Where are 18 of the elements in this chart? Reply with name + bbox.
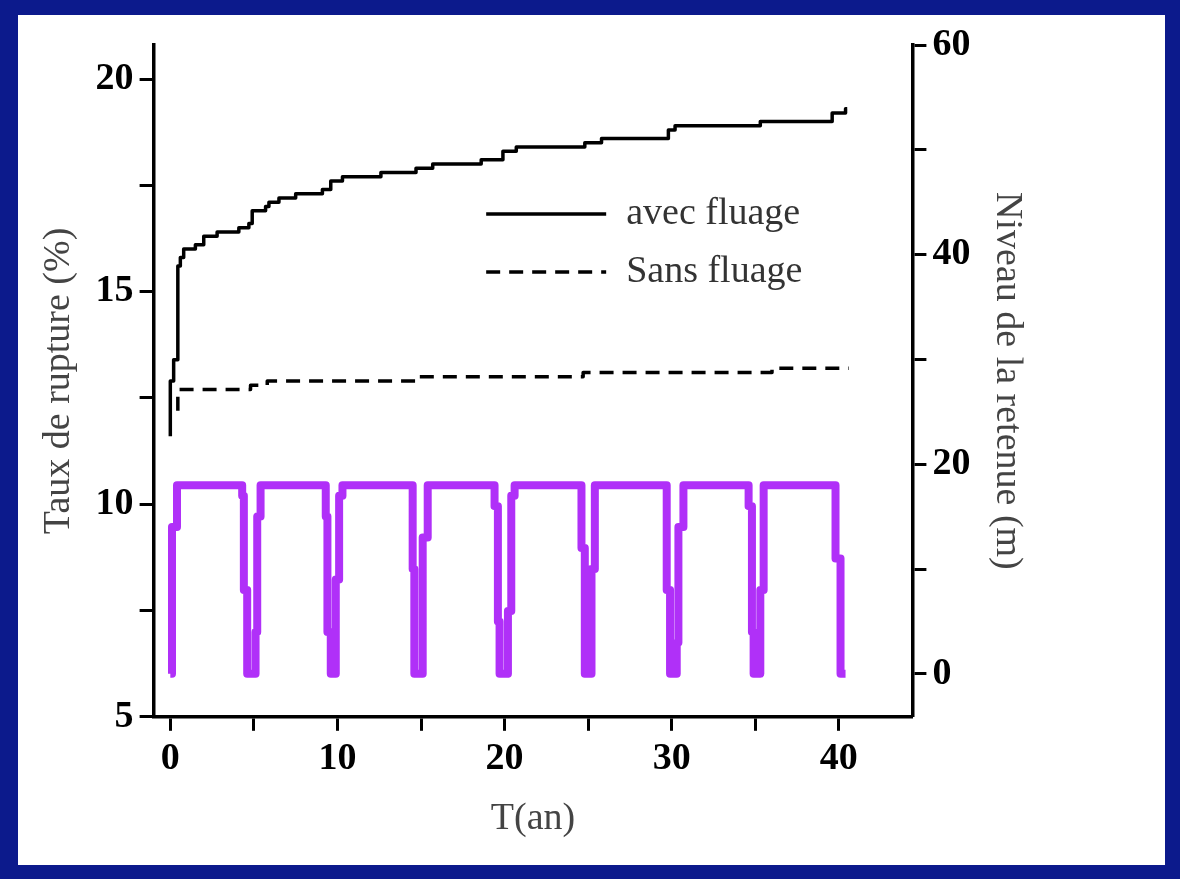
x-tick-label: 40 bbox=[819, 735, 858, 778]
legend-label: Sans fluage bbox=[626, 247, 803, 290]
y2-tick-label: 0 bbox=[932, 649, 952, 692]
y-tick-label: 5 bbox=[114, 692, 134, 735]
y-tick-label: 15 bbox=[95, 267, 134, 310]
y-tick-label: 20 bbox=[95, 54, 134, 97]
y2-tick-label: 40 bbox=[932, 230, 971, 273]
x-tick-label: 20 bbox=[485, 735, 524, 778]
legend-label: avec fluage bbox=[626, 189, 801, 232]
y-tick-label: 10 bbox=[95, 480, 134, 523]
x-axis-title: T(an) bbox=[490, 795, 576, 839]
y-axis-title: Taux de rupture (%) bbox=[34, 227, 78, 535]
x-tick-label: 30 bbox=[652, 735, 691, 778]
y2-axis-title: Niveau de la retenue (m) bbox=[988, 192, 1032, 570]
y2-tick-label: 60 bbox=[932, 20, 971, 63]
y2-tick-label: 20 bbox=[932, 440, 971, 483]
x-tick-label: 0 bbox=[160, 735, 180, 778]
x-tick-label: 10 bbox=[318, 735, 357, 778]
